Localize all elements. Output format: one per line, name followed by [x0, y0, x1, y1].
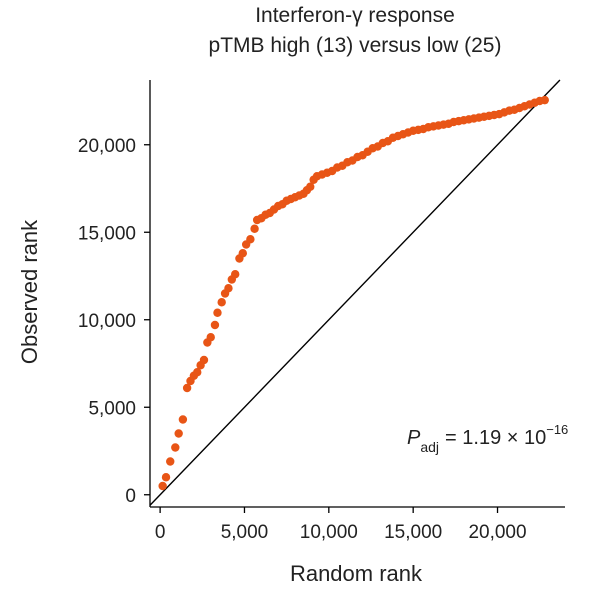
data-point	[166, 457, 175, 466]
data-point	[540, 95, 549, 105]
chart-title: Interferon-γ response	[255, 4, 455, 27]
y-tick-label: 10,000	[78, 311, 136, 332]
y-tick-label: 15,000	[78, 223, 136, 244]
x-axis-label: Random rank	[290, 561, 423, 586]
data-point	[206, 333, 215, 342]
y-tick-label: 20,000	[78, 136, 136, 157]
p-subscript: adj	[420, 439, 439, 455]
data-point	[217, 298, 226, 307]
x-tick-label: 15,000	[384, 522, 442, 543]
y-axis-label: Observed rank	[17, 219, 42, 364]
x-tick-label: 0	[155, 522, 166, 543]
p-value-annotation: Padj = 1.19 × 10−16	[407, 422, 568, 455]
y-tick-label: 0	[125, 486, 136, 507]
identity-reference-line	[149, 79, 561, 506]
data-point	[178, 415, 188, 424]
data-point	[246, 235, 255, 244]
p-value-text: = 1.19 × 10	[445, 427, 546, 449]
reference-line-layer	[149, 79, 561, 506]
axes-layer: 0 5,000 10,000 15,000 20,000 0 5,000 10,000 15,0…	[78, 80, 565, 543]
p-symbol: P	[407, 427, 421, 449]
data-point	[174, 429, 183, 438]
data-point	[238, 249, 247, 258]
data-point	[230, 270, 240, 279]
data-point	[161, 473, 171, 482]
data-point	[306, 182, 315, 191]
chart-subtitle: pTMB high (13) versus low (25)	[209, 34, 502, 57]
x-tick-label: 10,000	[300, 522, 358, 543]
data-point	[210, 320, 220, 330]
data-point	[199, 355, 209, 365]
x-tick-label: 20,000	[468, 522, 526, 543]
data-point	[182, 383, 192, 393]
x-tick-label: 5,000	[221, 522, 269, 543]
data-point	[250, 224, 259, 233]
data-point	[171, 443, 180, 452]
data-point	[193, 368, 202, 377]
data-point	[224, 284, 233, 293]
p-exponent: −16	[546, 422, 568, 437]
data-points-layer	[158, 95, 549, 491]
data-point	[213, 308, 222, 317]
y-tick-label: 5,000	[88, 398, 136, 419]
data-point	[158, 481, 167, 491]
